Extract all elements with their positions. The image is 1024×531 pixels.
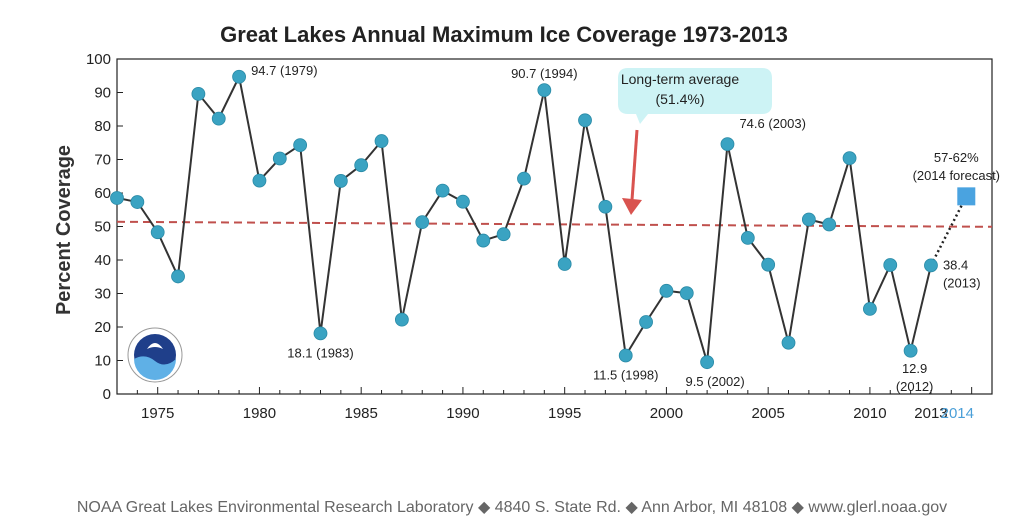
data-point (761, 257, 776, 272)
average-callout: Long-term average (51.4%) (618, 68, 772, 215)
data-point (394, 312, 409, 327)
forecast-label: (2014 forecast) (913, 168, 1000, 183)
footer-credit: NOAA Great Lakes Environmental Research … (76, 499, 948, 516)
data-label: 74.6 (2003) (739, 116, 806, 131)
data-point (924, 258, 938, 273)
data-point (191, 86, 206, 101)
data-point (700, 355, 715, 370)
data-point (456, 194, 470, 209)
data-label: 11.5 (1998) (593, 367, 659, 382)
y-axis-ticks: 0 10 20 30 40 50 60 70 80 90 100 (86, 51, 123, 403)
data-point (639, 315, 653, 329)
x-tick-label: 1985 (344, 405, 377, 422)
x-tick-label: 1990 (446, 405, 479, 422)
data-label: (2012) (896, 379, 934, 394)
y-tick-label: 100 (86, 51, 111, 68)
data-point (374, 134, 389, 148)
data-point (272, 151, 287, 166)
x-tick-label: 2010 (853, 405, 886, 422)
data-point (496, 227, 511, 242)
y-tick-label: 60 (94, 185, 111, 202)
forecast-marker (957, 187, 976, 206)
data-point (293, 138, 308, 152)
callout-arrow-head (622, 198, 642, 215)
y-tick-label: 0 (103, 386, 111, 403)
x-tick-label: 2013 (914, 405, 947, 422)
data-point (903, 343, 918, 358)
callout-line2: (51.4%) (655, 91, 704, 107)
data-point (171, 269, 185, 284)
data-point (863, 302, 877, 316)
data-point (781, 335, 796, 350)
data-label: 94.7 (1979) (251, 63, 318, 78)
data-point (211, 111, 226, 126)
y-tick-label: 10 (94, 353, 111, 370)
data-point (517, 171, 531, 186)
forecast-range-label: 57-62% (934, 150, 979, 165)
x-tick-label: 2000 (650, 405, 683, 422)
noaa-logo (127, 327, 183, 383)
callout-line1: Long-term average (621, 71, 740, 87)
data-point (740, 230, 755, 245)
average-line-group (116, 220, 993, 228)
data-point (801, 212, 816, 227)
data-label: 18.1 (1983) (287, 345, 354, 360)
data-point (232, 69, 246, 84)
y-tick-label: 30 (94, 286, 111, 303)
x-tick-label: 2005 (751, 405, 784, 422)
average-line (116, 220, 993, 228)
y-tick-label: 50 (94, 219, 111, 236)
x-tick-label-forecast: 2014 (941, 405, 974, 422)
chart-title: Great Lakes Annual Maximum Ice Coverage … (220, 22, 788, 47)
data-point (252, 173, 267, 188)
data-point (476, 233, 491, 248)
data-point (333, 174, 348, 188)
data-point (110, 191, 124, 205)
data-point (720, 137, 735, 151)
forecast-group: 57-62% (2014 forecast) (913, 150, 1000, 266)
y-tick-label: 20 (94, 319, 111, 336)
data-point (537, 83, 552, 98)
data-point (354, 158, 369, 173)
data-point (150, 225, 165, 240)
data-point (679, 286, 694, 301)
y-tick-label: 70 (94, 152, 111, 169)
data-point (313, 326, 328, 341)
data-points (110, 69, 938, 370)
data-point (822, 217, 837, 232)
y-axis-label: Percent Coverage (53, 145, 75, 315)
callout-bubble (618, 68, 772, 124)
callout-arrow-shaft (630, 129, 639, 201)
x-tick-label: 1995 (548, 405, 581, 422)
x-tick-label: 1980 (243, 405, 276, 422)
annotations: 94.7 (1979) 18.1 (1983) 90.7 (1994) 11.5 (1… (251, 63, 980, 394)
data-point (578, 113, 592, 128)
x-tick-label: 1975 (141, 405, 174, 422)
data-point (557, 257, 572, 271)
data-point (659, 283, 674, 298)
data-point (598, 199, 613, 214)
data-point (415, 215, 430, 230)
y-tick-label: 90 (94, 85, 111, 102)
data-label: 12.9 (902, 361, 927, 376)
data-point (130, 195, 145, 209)
data-point (883, 258, 898, 272)
data-point (618, 348, 633, 363)
y-tick-label: 40 (94, 252, 111, 269)
data-point (842, 151, 857, 166)
data-label: 9.5 (2002) (685, 374, 744, 389)
forecast-dotted-line (929, 195, 968, 266)
y-tick-label: 80 (94, 118, 111, 135)
callout-arrow (622, 129, 642, 215)
data-label: (2013) (943, 275, 981, 290)
data-label: 38.4 (943, 257, 968, 272)
data-label: 90.7 (1994) (511, 66, 578, 81)
data-point (435, 183, 450, 198)
